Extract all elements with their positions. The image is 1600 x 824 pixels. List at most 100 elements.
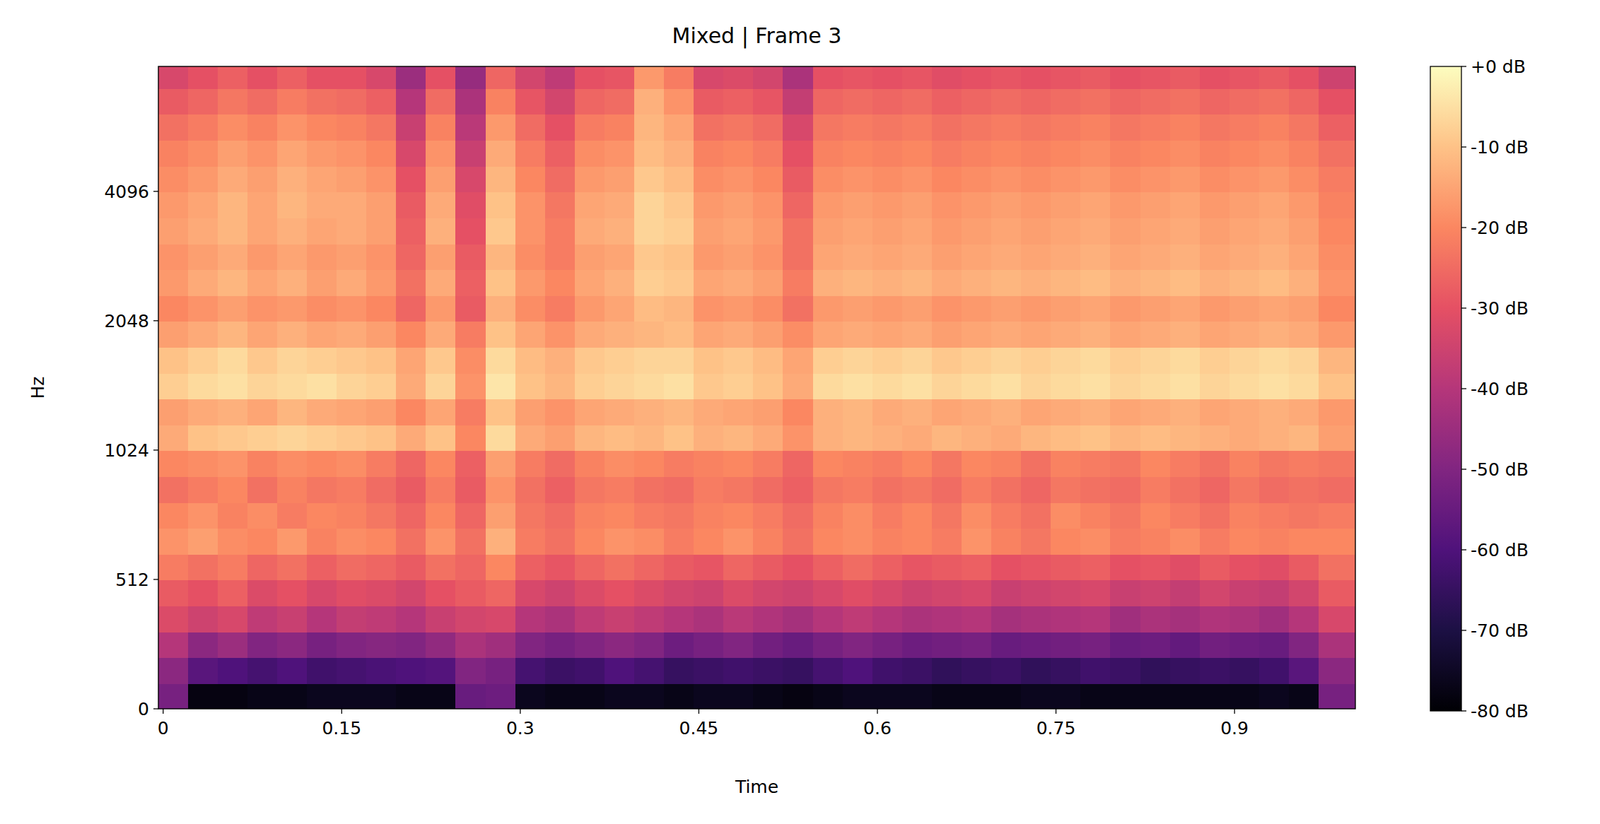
cell — [306, 501, 338, 529]
cell — [158, 372, 190, 400]
cell — [1259, 579, 1291, 607]
cell — [634, 139, 666, 167]
cell — [782, 66, 815, 90]
cell — [663, 475, 696, 504]
cell — [515, 656, 547, 685]
cell — [842, 113, 874, 141]
cell — [1140, 656, 1172, 685]
cell — [425, 217, 457, 245]
cell — [634, 527, 666, 556]
cell — [1199, 656, 1231, 685]
cell — [545, 501, 577, 529]
cell — [752, 294, 785, 322]
cell — [902, 217, 934, 245]
cell — [842, 527, 874, 556]
cell — [813, 398, 845, 426]
cell — [1140, 605, 1172, 633]
cell — [693, 113, 725, 141]
cell — [188, 682, 220, 710]
cell — [693, 682, 725, 710]
cell — [515, 501, 547, 529]
cell — [485, 424, 517, 452]
x-tick-label: 0.6 — [863, 718, 892, 739]
cell — [395, 475, 428, 504]
cell — [842, 346, 874, 375]
cell — [1288, 631, 1321, 659]
cell — [693, 501, 725, 529]
cell — [604, 165, 636, 193]
cell — [425, 424, 457, 452]
cell — [217, 243, 249, 271]
cell — [455, 527, 488, 556]
cell — [961, 346, 993, 375]
cell — [902, 113, 934, 141]
x-tick-label: 0 — [157, 718, 169, 739]
cell — [1050, 579, 1082, 607]
cell — [1170, 268, 1202, 297]
colorbar-tick — [1461, 226, 1467, 228]
cell — [277, 398, 309, 426]
cell — [693, 139, 725, 167]
cell — [545, 631, 577, 659]
cell — [902, 631, 934, 659]
cell — [188, 294, 220, 322]
cell — [574, 475, 606, 504]
cell — [217, 682, 249, 710]
cell — [723, 217, 755, 245]
cell — [1080, 66, 1112, 90]
cell — [782, 605, 815, 633]
cell — [485, 87, 517, 115]
heatmap-cells — [158, 66, 1356, 710]
cell — [247, 527, 279, 556]
cell — [366, 449, 398, 478]
cell — [336, 268, 368, 297]
cell — [842, 243, 874, 271]
cell — [425, 320, 457, 348]
cell — [723, 294, 755, 322]
cell — [425, 139, 457, 167]
cell — [813, 682, 845, 710]
cell — [574, 605, 606, 633]
cell — [188, 631, 220, 659]
cell — [217, 656, 249, 685]
cell — [902, 66, 934, 90]
cell — [872, 66, 904, 90]
cell — [1050, 113, 1082, 141]
cell — [1288, 656, 1321, 685]
cell — [1229, 656, 1261, 685]
cell — [872, 553, 904, 581]
cell — [723, 631, 755, 659]
cell — [872, 113, 904, 141]
cell — [1020, 527, 1053, 556]
cell — [1199, 87, 1231, 115]
cell — [247, 268, 279, 297]
cell — [395, 656, 428, 685]
cell — [366, 631, 398, 659]
cell — [902, 579, 934, 607]
cell — [991, 475, 1023, 504]
cell — [1229, 605, 1261, 633]
cell — [723, 268, 755, 297]
cell — [1020, 243, 1053, 271]
x-tick — [341, 709, 343, 715]
cell — [277, 190, 309, 219]
cell — [306, 87, 338, 115]
cell — [336, 501, 368, 529]
cell — [634, 553, 666, 581]
cell — [158, 656, 190, 685]
x-tick-label: 0.3 — [506, 718, 535, 739]
cell — [1080, 424, 1112, 452]
cell — [1050, 320, 1082, 348]
cell — [634, 113, 666, 141]
cell — [1140, 424, 1172, 452]
cell — [277, 268, 309, 297]
cell — [604, 66, 636, 90]
cell — [693, 243, 725, 271]
cell — [545, 346, 577, 375]
colorbar-tick-label: -10 dB — [1470, 137, 1529, 158]
cell — [872, 139, 904, 167]
cell — [306, 449, 338, 478]
cell — [842, 398, 874, 426]
cell — [1110, 87, 1142, 115]
cell — [366, 87, 398, 115]
